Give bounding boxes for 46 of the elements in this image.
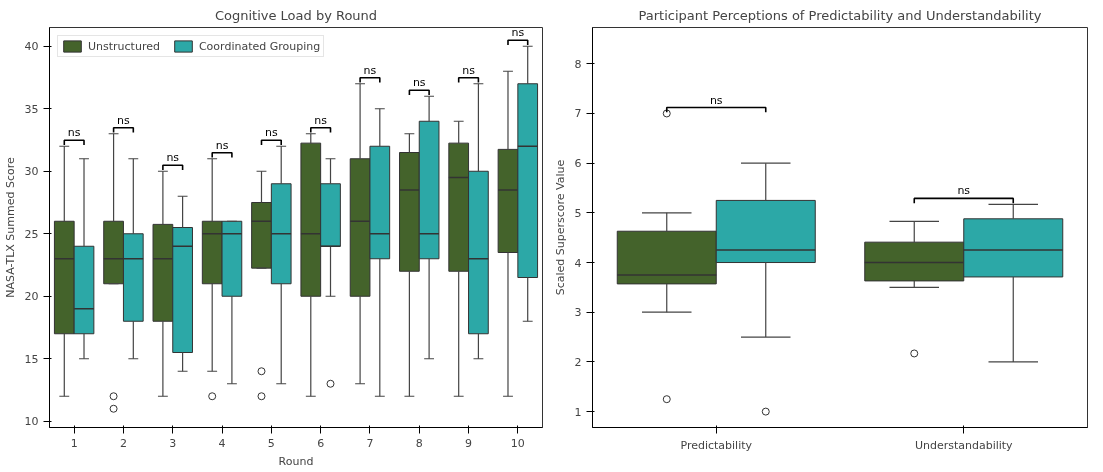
annotation: ns xyxy=(117,113,131,127)
annotation: ns xyxy=(166,151,180,165)
legend-label: Unstructured xyxy=(88,39,160,53)
y-tick-label: 30 xyxy=(24,165,39,179)
annotation: ns xyxy=(215,138,229,152)
y-tick-label: 3 xyxy=(574,306,582,320)
annotation: ns xyxy=(511,26,525,40)
annotation: ns xyxy=(265,126,278,140)
y-axis-title: NASA-TLX Summed Score xyxy=(3,157,17,298)
y-tick-label: 20 xyxy=(24,290,39,304)
x-tick-label: 3 xyxy=(169,436,177,450)
y-tick-label: 4 xyxy=(574,256,582,270)
annotation: ns xyxy=(957,184,971,198)
chart-title: Cognitive Load by Round xyxy=(214,7,378,23)
y-tick-label: 6 xyxy=(574,157,582,171)
x-tick-label: 2 xyxy=(119,436,127,450)
y-tick-label: 1 xyxy=(574,405,582,419)
y-tick-label: 10 xyxy=(24,415,39,429)
x-tick-label: 7 xyxy=(366,436,374,450)
y-tick-label: 7 xyxy=(574,107,582,121)
x-tick-label: 10 xyxy=(510,436,525,450)
legend-label: Coordinated Grouping xyxy=(198,39,321,53)
y-tick-label: 35 xyxy=(24,102,39,116)
annotation: ns xyxy=(462,63,476,77)
y-axis-title: Scaled Superscore Value xyxy=(553,159,567,296)
x-tick-label: 1 xyxy=(70,436,78,450)
x-tick-label: 9 xyxy=(465,436,473,450)
annotation: ns xyxy=(363,63,377,77)
x-axis-title: Round xyxy=(278,454,314,468)
y-tick-label: 40 xyxy=(24,40,39,54)
annotation: ns xyxy=(412,76,426,90)
y-tick-label: 2 xyxy=(574,355,582,369)
annotation: ns xyxy=(314,113,328,127)
x-tick-label: Predictability xyxy=(680,438,753,452)
x-tick-label: 6 xyxy=(317,436,325,450)
y-tick-label: 5 xyxy=(574,206,582,220)
y-tick-label: 15 xyxy=(24,352,39,366)
chart-title: Participant Perceptions of Predictability and Understandability xyxy=(638,7,1042,23)
y-tick-label: 25 xyxy=(24,227,39,241)
x-tick-label: 8 xyxy=(415,436,423,450)
x-tick-label: 4 xyxy=(218,436,226,450)
y-tick-label: 8 xyxy=(574,57,582,71)
annotation: ns xyxy=(67,126,81,140)
x-tick-label: Understandability xyxy=(914,438,1014,452)
x-tick-label: 5 xyxy=(267,436,275,450)
annotation: ns xyxy=(709,93,723,107)
